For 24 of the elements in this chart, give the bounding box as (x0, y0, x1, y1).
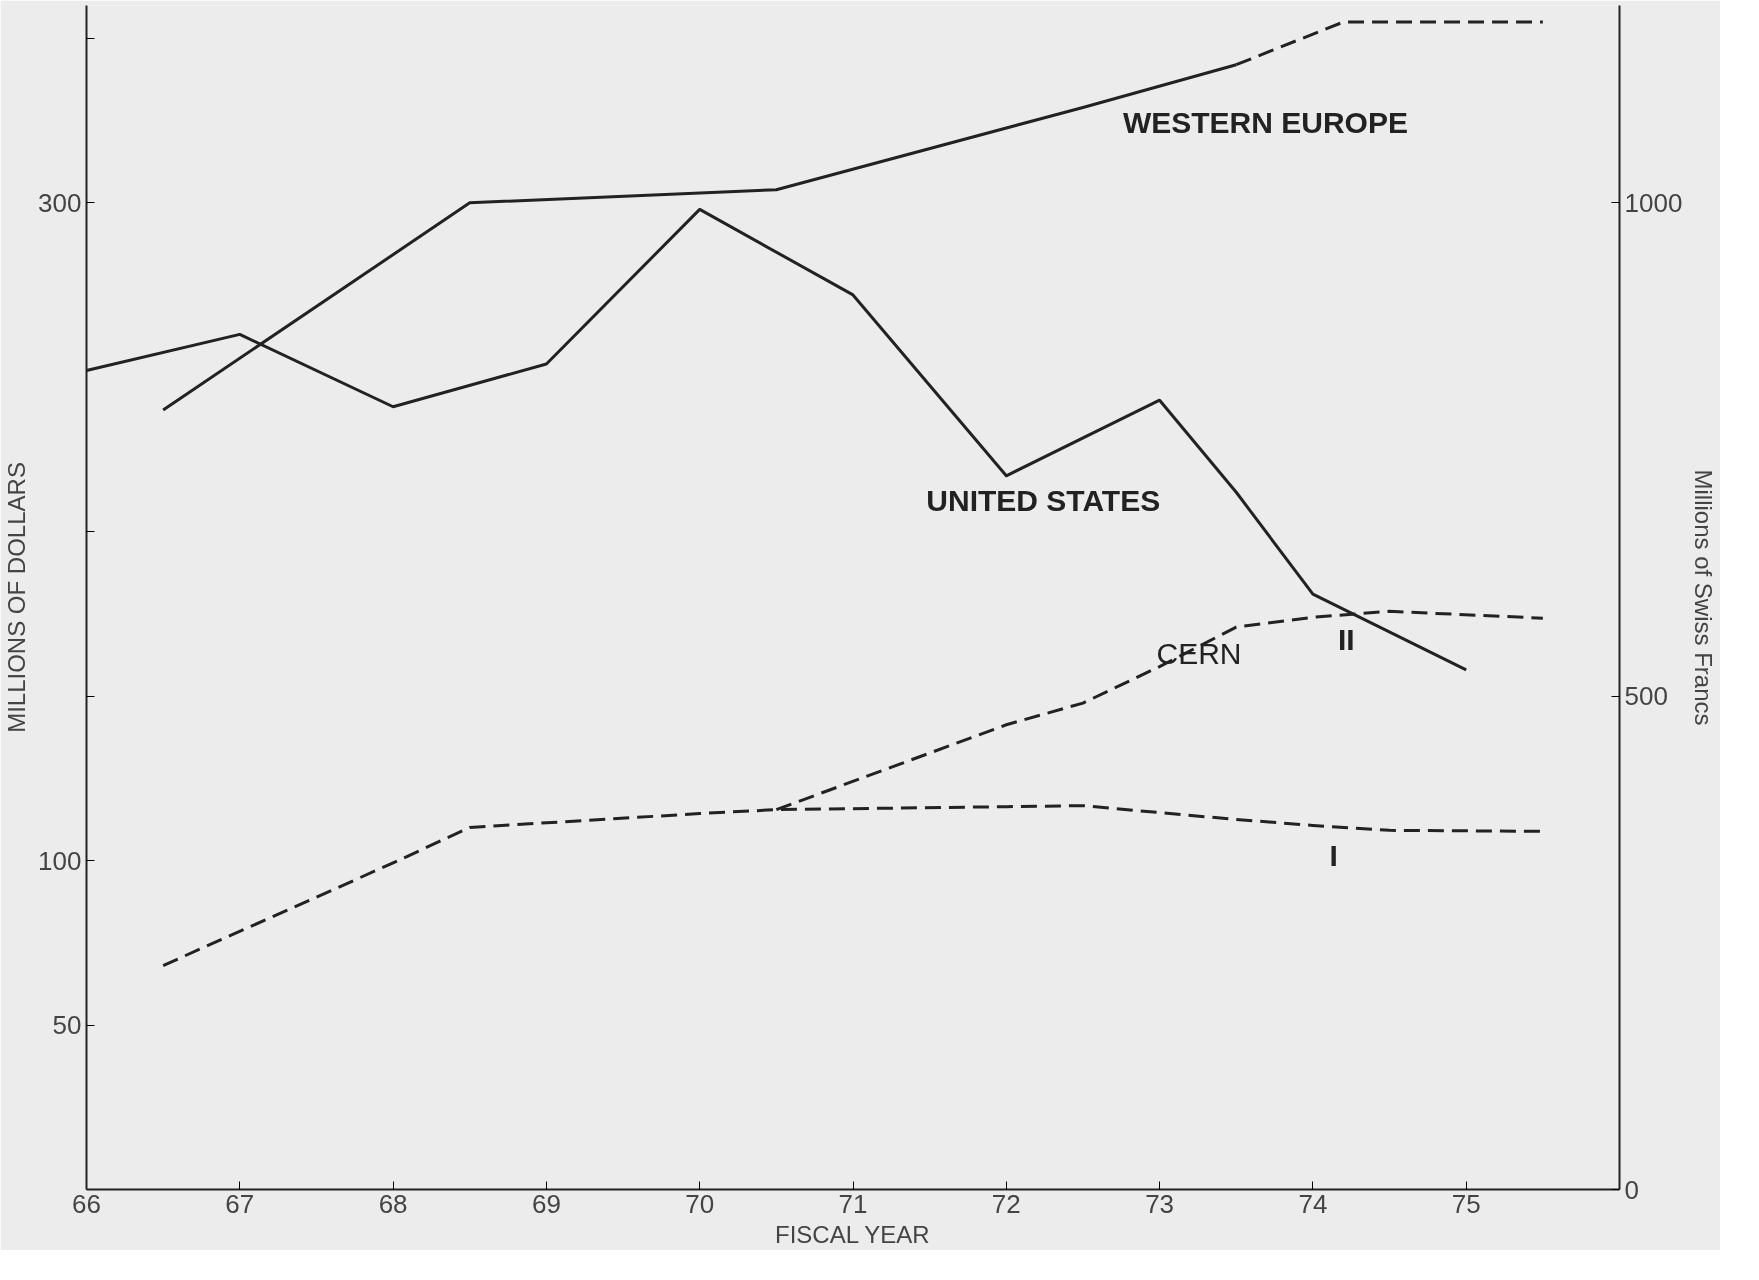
series-label: WESTERN EUROPE (1122, 105, 1408, 139)
y2-tick-label: 0 (1624, 1174, 1639, 1205)
x-tick-label: 69 (531, 1188, 561, 1219)
y2-axis-title: Millions of Swiss Francs (1690, 469, 1718, 726)
x-tick-label: 75 (1451, 1188, 1481, 1219)
y2-tick-label: 500 (1624, 681, 1668, 712)
x-tick-label: 68 (378, 1188, 408, 1219)
series-label: II (1337, 622, 1355, 656)
y-tick-label: 300 (38, 187, 82, 218)
x-tick-label: 74 (1298, 1188, 1328, 1219)
x-tick-label: 72 (991, 1188, 1021, 1219)
y-axis-title: MILLIONS OF DOLLARS (3, 462, 31, 733)
x-axis-title: FISCAL YEAR (774, 1220, 930, 1248)
y2-tick-label: 1000 (1624, 187, 1683, 218)
series-label: UNITED STATES (926, 484, 1161, 518)
series-label: I (1329, 838, 1338, 872)
x-tick-label: 66 (72, 1188, 101, 1219)
x-tick-label: 70 (685, 1188, 715, 1219)
x-tick-label: 73 (1145, 1188, 1175, 1219)
y-tick-label: 50 (52, 1010, 82, 1041)
x-tick-label: 71 (838, 1188, 868, 1219)
y-tick-label: 100 (38, 845, 82, 876)
x-tick-label: 67 (225, 1188, 255, 1219)
annotation: CERN (1156, 636, 1242, 670)
